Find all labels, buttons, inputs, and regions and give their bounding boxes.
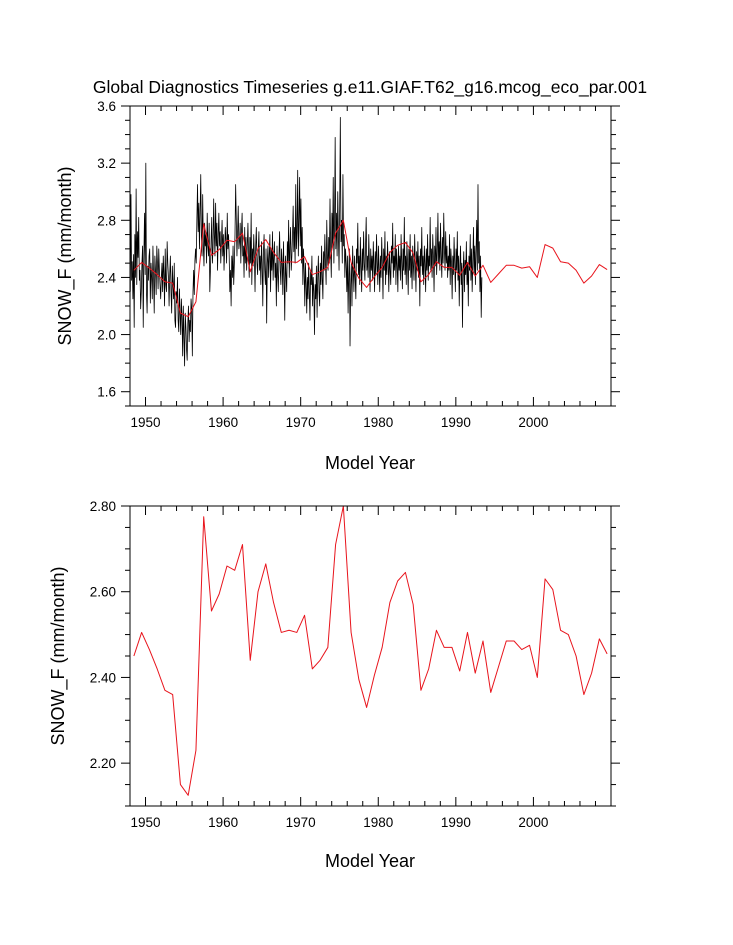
x-tick-label: 1980 <box>363 815 393 830</box>
plot-frame <box>129 105 612 407</box>
y-tick-label: 3.2 <box>97 156 116 171</box>
x-tick-label: 1950 <box>130 415 160 430</box>
bottom-xlabel: Model Year <box>325 851 415 871</box>
x-tick-label: 1970 <box>286 415 316 430</box>
x-tick-label: 1970 <box>286 815 316 830</box>
x-tick-label: 1960 <box>208 415 238 430</box>
x-tick-label: 1990 <box>441 415 471 430</box>
bottom-panel: SNOW_F (mm/month) Model Year 1950 1960 197… <box>48 499 620 871</box>
top-xlabel: Model Year <box>325 453 415 473</box>
y-tick-label: 2.8 <box>97 213 116 228</box>
y-tick-label: 2.4 <box>97 270 116 285</box>
y-tick-label: 2.60 <box>90 585 116 600</box>
top-ylabel: SNOW_F (mm/month) <box>55 166 76 345</box>
y-tick-label: 2.80 <box>90 499 116 514</box>
x-tick-label: 2000 <box>518 415 548 430</box>
monthly-series-line <box>129 117 483 367</box>
x-tick-label: 2000 <box>518 815 548 830</box>
x-tick-label: 1980 <box>363 415 393 430</box>
bottom-ylabel: SNOW_F (mm/month) <box>48 566 69 745</box>
annual-mean-series-line <box>133 219 608 318</box>
x-tick-label: 1960 <box>208 815 238 830</box>
chart-title: Global Diagnostics Timeseries g.e11.GIAF… <box>93 77 647 98</box>
top-panel: SNOW_F (mm/month) Model Year 1950 1960 197… <box>55 99 620 473</box>
y-tick-label: 2.0 <box>97 328 116 343</box>
x-tick-label: 1990 <box>441 815 471 830</box>
y-tick-label: 2.20 <box>90 756 116 771</box>
x-tick-label: 1950 <box>130 815 160 830</box>
annual-mean-series-line <box>133 505 608 796</box>
y-tick-label: 2.40 <box>90 670 116 685</box>
y-tick-label: 3.6 <box>97 99 116 114</box>
y-tick-label: 1.6 <box>97 385 116 400</box>
